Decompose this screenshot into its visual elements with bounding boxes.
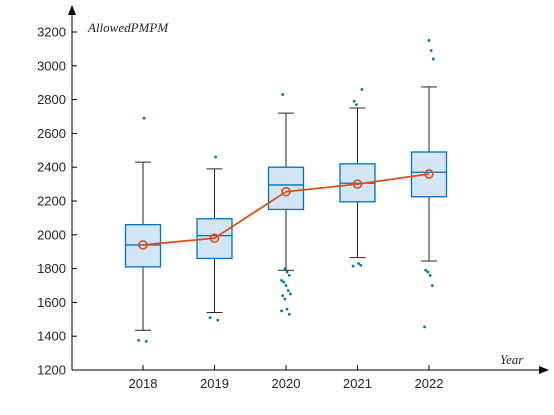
- iqr-box: [124, 224, 162, 268]
- outlier-point: [283, 267, 287, 270]
- outlier-point: [142, 116, 146, 120]
- outlier-point: [281, 93, 285, 96]
- y-tick-label: 2800: [37, 92, 66, 107]
- y-tick-label: 1800: [37, 261, 66, 276]
- y-tick-label: 3200: [37, 25, 66, 40]
- x-tick-label: 2020: [272, 376, 301, 391]
- outlier-point: [351, 264, 355, 268]
- outlier-point: [426, 270, 430, 274]
- outlier-point: [285, 307, 289, 311]
- outlier-point: [428, 273, 432, 277]
- y-tick-label: 1600: [37, 295, 66, 310]
- box-2021: [339, 88, 376, 268]
- y-tick-label: 2400: [37, 160, 66, 175]
- outlier-point: [280, 309, 283, 313]
- outlier-point: [287, 273, 291, 277]
- x-tick-label: 2021: [343, 376, 372, 391]
- x-tick-label: 2022: [415, 376, 444, 391]
- outlier-point: [216, 318, 220, 322]
- box-2020: [267, 93, 305, 316]
- y-tick-label: 1200: [37, 363, 66, 378]
- outlier-point: [360, 88, 364, 91]
- mean-marker: [424, 169, 434, 179]
- outlier-point: [355, 103, 358, 107]
- outlier-point: [214, 155, 218, 159]
- outlier-point: [429, 49, 433, 52]
- mean-marker: [209, 233, 220, 243]
- outlier-point: [430, 284, 434, 287]
- mean-marker: [281, 186, 291, 197]
- outlier-point: [357, 262, 360, 265]
- y-tick-label: 1400: [37, 329, 66, 344]
- outlier-point: [427, 39, 431, 42]
- outlier-point: [284, 284, 288, 287]
- outlier-point: [289, 292, 292, 296]
- y-tick-label: 2000: [37, 227, 66, 242]
- y-axis-title: AllowedPMPM: [87, 20, 169, 35]
- outlier-point: [208, 316, 212, 320]
- outlier-point: [423, 325, 426, 329]
- y-tick-label: 2200: [37, 194, 66, 209]
- outlier-point: [137, 339, 141, 342]
- outlier-point: [352, 99, 356, 103]
- outlier-point: [424, 268, 428, 272]
- box-2018: [124, 116, 162, 343]
- outlier-point: [286, 289, 290, 292]
- y-tick-label: 3000: [37, 58, 66, 73]
- outlier-point: [282, 280, 286, 284]
- x-axis-title: Year: [500, 352, 524, 367]
- y-tick-label: 2600: [37, 126, 66, 141]
- mean-marker: [138, 240, 148, 250]
- outlier-point: [432, 57, 435, 61]
- box-2022: [410, 39, 448, 329]
- outlier-point: [285, 270, 289, 274]
- x-tick-label: 2018: [129, 376, 158, 391]
- x-tick-label: 2019: [200, 376, 229, 391]
- outlier-point: [280, 279, 283, 282]
- mean-line: [142, 173, 430, 246]
- outlier-point: [281, 294, 285, 298]
- outlier-point: [287, 312, 291, 316]
- outlier-point: [144, 339, 148, 343]
- outlier-point: [283, 297, 287, 301]
- outlier-point: [359, 263, 363, 267]
- mean-marker: [352, 179, 363, 189]
